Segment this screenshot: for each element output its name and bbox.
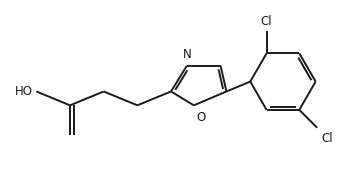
Text: N: N xyxy=(182,48,191,61)
Text: Cl: Cl xyxy=(321,132,333,145)
Text: HO: HO xyxy=(15,85,33,98)
Text: Cl: Cl xyxy=(261,15,272,27)
Text: O: O xyxy=(197,111,206,124)
